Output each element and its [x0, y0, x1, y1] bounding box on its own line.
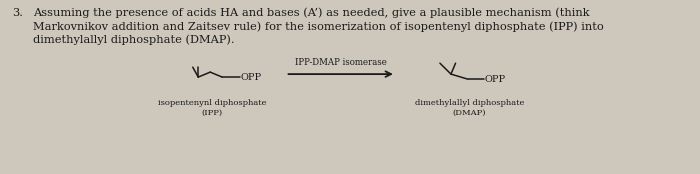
Text: IPP-DMAP isomerase: IPP-DMAP isomerase	[295, 58, 386, 67]
Text: isopentenynl diphosphate
(IPP): isopentenynl diphosphate (IPP)	[158, 99, 266, 117]
Text: Assuming the presence of acids HA and bases (A’) as needed, give a plausible mec: Assuming the presence of acids HA and ba…	[33, 8, 603, 45]
Text: OPP: OPP	[485, 75, 506, 84]
Text: dimethylallyl diphosphate
(DMAP): dimethylallyl diphosphate (DMAP)	[414, 99, 524, 117]
Text: OPP: OPP	[241, 73, 262, 82]
Text: 3.: 3.	[12, 8, 22, 18]
